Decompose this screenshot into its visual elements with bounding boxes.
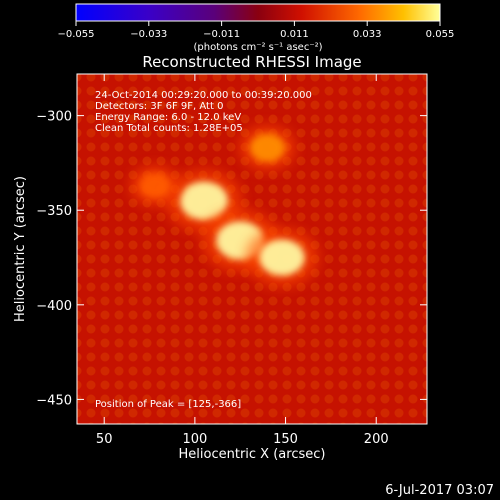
- y-tick-label: −300: [36, 110, 72, 125]
- y-tick-label: −450: [36, 393, 72, 408]
- y-tick-label: −350: [36, 204, 72, 219]
- colorbar: [75, 3, 441, 22]
- x-axis-ticks: 50 100 150 200: [96, 74, 389, 447]
- annotation-block: 24-Oct-2014 00:29:20.000 to 00:39:20.000…: [95, 90, 312, 134]
- source-core: [179, 181, 228, 220]
- colorbar-ticks: −0.055 −0.033 −0.011 0.011 0.033 0.055: [57, 21, 454, 40]
- source-core: [259, 239, 305, 276]
- annotation-line: Energy Range: 6.0 - 12.0 keV: [95, 112, 241, 123]
- colorbar-unit-label: (photons cm⁻² s⁻¹ asec⁻²): [193, 42, 322, 53]
- x-tick-label: 200: [364, 432, 389, 447]
- source-core: [139, 173, 171, 199]
- timestamp: 6-Jul-2017 03:07: [385, 483, 494, 498]
- source-core: [249, 133, 286, 162]
- peak-position-label: Position of Peak = [125,-366]: [95, 399, 241, 410]
- annotation-line: 24-Oct-2014 00:29:20.000 to 00:39:20.000: [95, 90, 312, 101]
- y-axis-label: Heliocentric Y (arcsec): [13, 176, 28, 322]
- heatmap-sources: [130, 124, 319, 288]
- plot-frame: [76, 73, 428, 425]
- colorbar-tick-label: 0.055: [426, 29, 455, 40]
- colorbar-tick-label: 0.033: [353, 29, 382, 40]
- x-tick-label: 100: [182, 432, 207, 447]
- chart-title: Reconstructed RHESSI Image: [142, 53, 361, 71]
- y-tick-label: −400: [36, 299, 72, 314]
- x-axis-label: Heliocentric X (arcsec): [179, 447, 326, 462]
- colorbar-tick-label: −0.055: [57, 29, 94, 40]
- annotation-line: Detectors: 3F 6F 9F, Att 0: [95, 101, 223, 112]
- x-tick-label: 50: [96, 432, 113, 447]
- colorbar-tick-label: 0.011: [280, 29, 309, 40]
- plot-area: [77, 74, 427, 424]
- x-tick-label: 150: [273, 432, 298, 447]
- colorbar-tick-label: −0.011: [203, 29, 240, 40]
- colorbar-tick-label: −0.033: [130, 29, 167, 40]
- y-axis-ticks: −300 −350 −400 −450: [36, 110, 427, 408]
- annotation-line: Clean Total counts: 1.28E+05: [95, 123, 243, 134]
